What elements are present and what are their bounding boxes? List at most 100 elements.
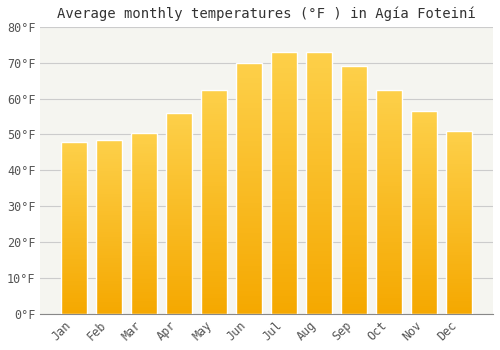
Bar	[376, 103, 402, 105]
Bar	[166, 159, 192, 161]
Bar	[96, 199, 122, 201]
Bar	[166, 147, 192, 149]
Bar	[131, 232, 157, 234]
Bar	[131, 173, 157, 174]
Bar	[446, 191, 472, 193]
Bar	[446, 292, 472, 294]
Bar	[166, 292, 192, 294]
Bar	[96, 216, 122, 218]
Bar	[61, 248, 87, 250]
Bar	[131, 218, 157, 220]
Bar	[201, 155, 228, 157]
Bar	[96, 155, 122, 157]
Bar	[201, 137, 228, 139]
Bar	[341, 163, 367, 165]
Bar	[376, 256, 402, 258]
Bar	[166, 312, 192, 314]
Bar	[411, 130, 438, 131]
Bar	[341, 312, 367, 314]
Bar	[271, 91, 297, 94]
Bar	[411, 168, 438, 170]
Bar	[376, 215, 402, 217]
Bar	[446, 250, 472, 252]
Bar	[411, 202, 438, 204]
Bar	[411, 275, 438, 278]
Bar	[166, 161, 192, 163]
Bar	[306, 306, 332, 309]
Bar	[446, 294, 472, 296]
Bar	[306, 254, 332, 256]
Bar	[306, 246, 332, 248]
Bar	[271, 270, 297, 272]
Bar	[411, 154, 438, 156]
Bar	[96, 237, 122, 239]
Bar	[166, 250, 192, 252]
Bar	[96, 173, 122, 175]
Bar	[306, 81, 332, 83]
Bar	[376, 233, 402, 236]
Bar	[236, 294, 262, 296]
Bar	[131, 229, 157, 231]
Bar	[131, 267, 157, 268]
Bar	[96, 203, 122, 204]
Bar	[306, 298, 332, 301]
Bar	[411, 172, 438, 174]
Bar	[271, 115, 297, 117]
Bar	[131, 261, 157, 263]
Bar	[411, 184, 438, 186]
Bar	[131, 162, 157, 163]
Bar	[96, 148, 122, 150]
Bar	[411, 253, 438, 255]
Bar	[201, 141, 228, 144]
Bar	[446, 275, 472, 277]
Bar	[131, 254, 157, 256]
Bar	[201, 211, 228, 213]
Bar	[271, 81, 297, 83]
Bar	[236, 85, 262, 88]
Bar	[201, 128, 228, 130]
Bar	[271, 60, 297, 62]
Bar	[236, 221, 262, 223]
Bar	[271, 193, 297, 196]
Bar	[131, 187, 157, 189]
Bar	[131, 271, 157, 272]
Bar	[236, 83, 262, 85]
Bar	[341, 242, 367, 245]
Bar	[166, 214, 192, 215]
Bar	[341, 121, 367, 123]
Bar	[166, 197, 192, 199]
Bar	[341, 254, 367, 257]
Bar	[96, 222, 122, 223]
Bar	[131, 163, 157, 165]
Bar	[236, 73, 262, 75]
Bar	[376, 132, 402, 134]
Bar	[236, 148, 262, 150]
Bar	[131, 259, 157, 261]
Bar	[96, 250, 122, 251]
Bar	[201, 103, 228, 105]
Bar	[131, 176, 157, 178]
Bar	[166, 241, 192, 244]
Bar	[271, 243, 297, 246]
Bar	[131, 153, 157, 154]
Bar	[271, 107, 297, 110]
Bar	[306, 68, 332, 70]
Bar	[376, 195, 402, 197]
Bar	[306, 311, 332, 314]
Bar	[411, 235, 438, 237]
Bar	[411, 111, 438, 314]
Bar	[166, 286, 192, 288]
Bar	[446, 197, 472, 198]
Bar	[201, 99, 228, 101]
Bar	[201, 213, 228, 215]
Bar	[446, 283, 472, 285]
Bar	[166, 119, 192, 121]
Bar	[61, 254, 87, 255]
Bar	[201, 217, 228, 220]
Bar	[341, 93, 367, 96]
Bar	[341, 267, 367, 269]
Bar	[236, 229, 262, 231]
Bar	[131, 292, 157, 294]
Bar	[166, 129, 192, 131]
Bar	[446, 310, 472, 312]
